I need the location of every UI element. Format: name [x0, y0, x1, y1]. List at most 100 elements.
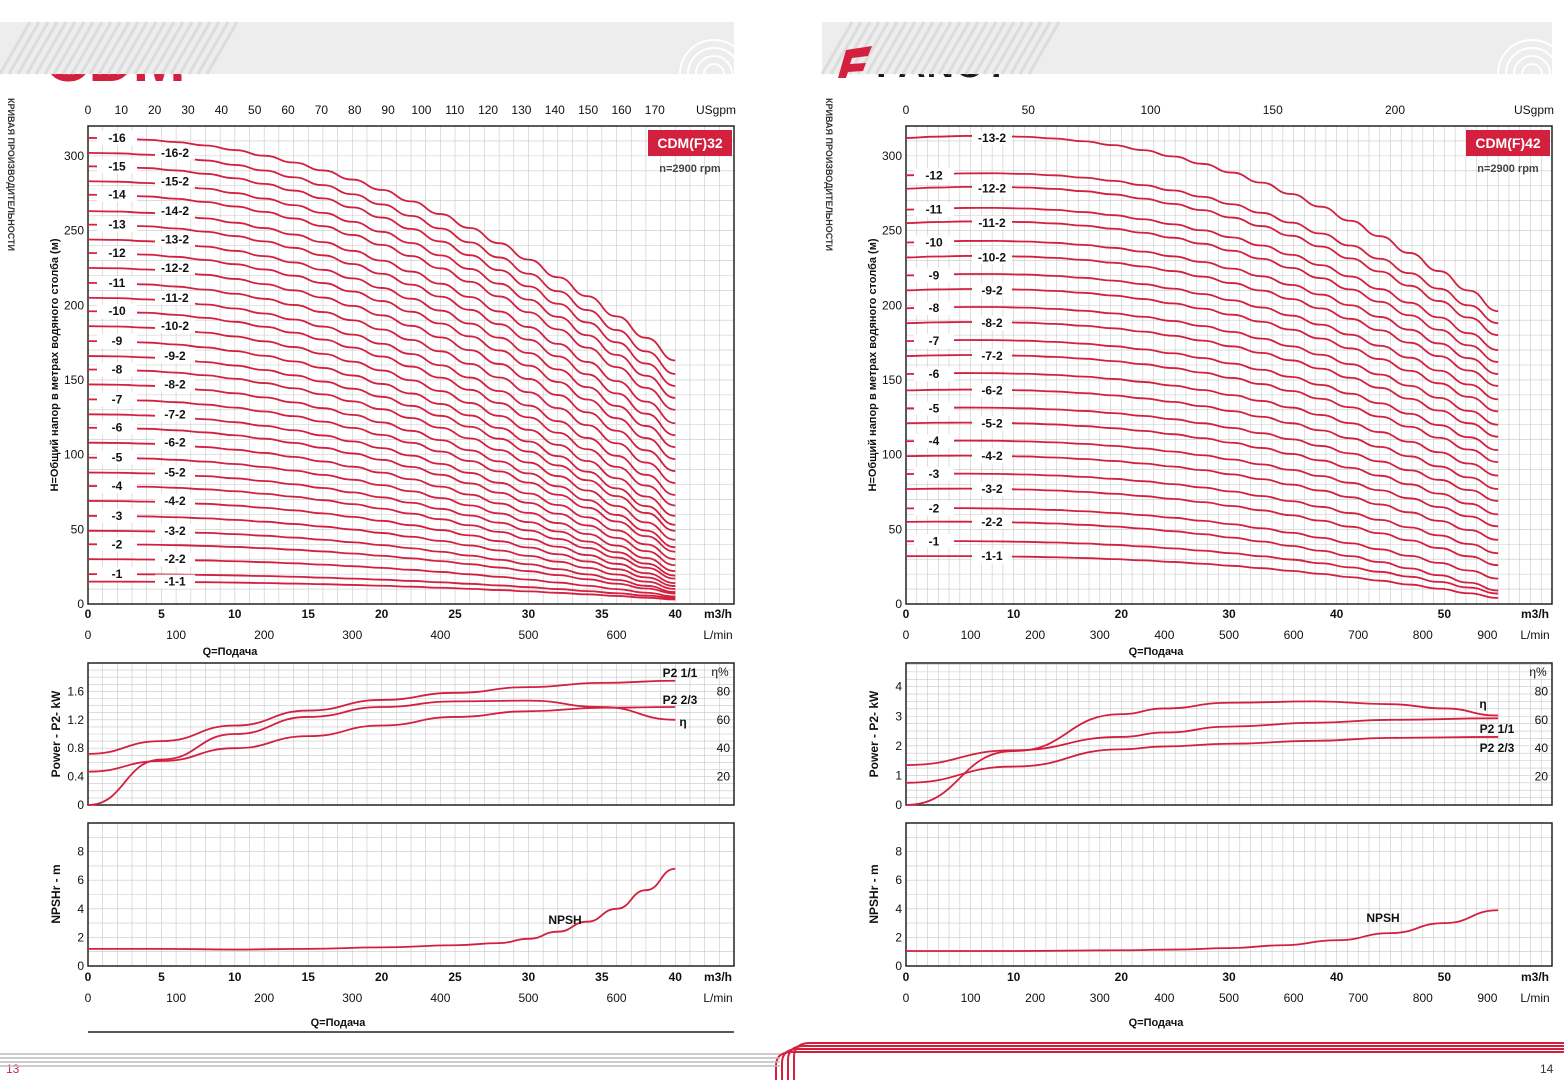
series-label-bg [155, 523, 195, 538]
series-label-bg [97, 392, 137, 407]
head-curve [87, 193, 676, 411]
y-axis-title: Power - P2- kW [867, 690, 881, 777]
series-label-bg [914, 401, 954, 416]
series-label: -3 [112, 509, 123, 523]
series-label-bg [972, 130, 1012, 145]
x-tick-label: 40 [669, 607, 683, 621]
header-hatch [946, 21, 980, 75]
y-tick-label: 2 [77, 930, 84, 944]
series-label: -7-2 [164, 407, 186, 421]
series-label-bg [914, 301, 954, 316]
plot-frame [905, 822, 1553, 967]
y2-axis-title: η% [711, 665, 729, 679]
series-label: -11 [109, 276, 126, 290]
head-curve [87, 223, 676, 437]
x2-tick-label: 300 [342, 991, 362, 1005]
npsh-curve [905, 909, 1499, 952]
x-tick-label: 20 [1115, 607, 1129, 621]
series-label-bg [97, 508, 137, 523]
header-hatch [25, 21, 59, 75]
series-label: -5 [112, 451, 123, 465]
y-tick-label: 100 [64, 448, 84, 462]
y-tick-label: 150 [882, 373, 902, 387]
series-label-bg [155, 407, 195, 422]
series-label: -6-2 [164, 436, 186, 450]
plot-frame [87, 662, 735, 806]
y-tick-label: 300 [64, 149, 84, 163]
series-label: -9-2 [981, 283, 1003, 297]
top-x-tick-label: 130 [511, 103, 531, 117]
x-tick-label: 30 [522, 607, 536, 621]
series-label-bg [972, 449, 1012, 464]
head-curve [905, 439, 1499, 528]
x-tick-label: 10 [228, 607, 242, 621]
y-tick-label: 250 [882, 224, 902, 238]
series-label-bg [97, 304, 137, 319]
series-label-bg [914, 168, 954, 183]
y-tick-label: 4 [77, 902, 84, 916]
header-hatch [991, 21, 1025, 75]
y-tick-label: 2 [895, 930, 902, 944]
series-label-bg [97, 450, 137, 465]
series-label: -10-2 [978, 250, 1006, 264]
series-label: -9 [929, 268, 940, 282]
y-tick-label: 1.2 [67, 713, 84, 727]
header-hatch [901, 21, 935, 75]
series-label-bg [155, 349, 195, 364]
x2-tick-label: 300 [342, 628, 362, 642]
x-tick-label: 20 [375, 607, 389, 621]
y-tick-label: 1 [895, 768, 902, 782]
x2-tick-label: 0 [85, 991, 92, 1005]
y-axis-title: H=Общий напор в метрах водяного столба (… [867, 238, 879, 491]
top-x-tick-label: 60 [281, 103, 295, 117]
header-hatch [973, 21, 1007, 75]
x2-unit-label: L/min [1520, 628, 1549, 642]
header-hatch [97, 21, 131, 75]
y-tick-label: 6 [77, 873, 84, 887]
top-x-tick-label: 0 [903, 103, 910, 117]
model-badge [648, 130, 732, 156]
x-tick-label: 5 [158, 970, 165, 984]
header-hatch [1018, 21, 1052, 75]
x2-tick-label: 400 [1154, 628, 1174, 642]
y-tick-label: 50 [889, 522, 903, 536]
y-tick-label: 100 [882, 448, 902, 462]
power-curve [905, 717, 1499, 766]
top-x-unit-label: USgpm [696, 103, 736, 117]
series-label: -7 [929, 334, 940, 348]
series-label-bg [155, 465, 195, 480]
x2-unit-label: L/min [1520, 991, 1549, 1005]
x-tick-label: 30 [1222, 607, 1236, 621]
x2-tick-label: 700 [1348, 991, 1368, 1005]
x2-tick-label: 600 [1284, 628, 1304, 642]
y2-tick-label: 40 [1535, 741, 1549, 755]
series-label-bg [97, 478, 137, 493]
head-curve [905, 339, 1499, 452]
top-x-tick-label: 80 [348, 103, 362, 117]
x-tick-label: 15 [302, 607, 316, 621]
x-tick-label: 30 [522, 970, 536, 984]
x-tick-label: 50 [1438, 607, 1452, 621]
page-number-right: 14 [1540, 1062, 1554, 1076]
series-label: -2-2 [981, 515, 1003, 529]
y2-tick-label: 40 [717, 741, 731, 755]
top-x-tick-label: 50 [248, 103, 262, 117]
fancy-logo-icon [838, 46, 872, 78]
x2-tick-label: 500 [1219, 991, 1239, 1005]
series-label: -14-2 [161, 204, 189, 218]
chart-title: CDM(F)32 [657, 135, 723, 151]
x2-tick-label: 100 [961, 991, 981, 1005]
power-curve [87, 699, 676, 806]
series-label-bg [972, 549, 1012, 564]
series-label-bg [914, 434, 954, 449]
series-label-bg [914, 334, 954, 349]
y-tick-label: 0 [77, 959, 84, 973]
head-curve [905, 306, 1499, 426]
head-curve [87, 543, 676, 595]
series-label: -6 [929, 367, 940, 381]
x2-tick-label: 400 [430, 628, 450, 642]
series-name-label: P2 2/3 [663, 693, 698, 707]
series-label: -5-2 [981, 416, 1003, 430]
series-label-bg [97, 567, 137, 582]
